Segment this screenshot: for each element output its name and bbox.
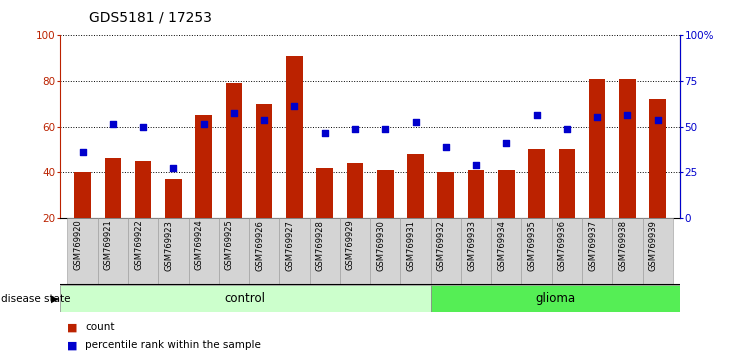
Bar [188,218,219,285]
Text: ■: ■ [67,322,77,332]
Bar [437,172,454,218]
Text: GSM769923: GSM769923 [164,220,173,270]
Point [77,149,88,154]
Point [167,165,179,170]
Text: count: count [85,322,115,332]
Bar [249,218,280,285]
Bar [226,83,242,218]
Text: GSM769925: GSM769925 [225,220,234,270]
Bar [498,170,515,218]
Point [470,162,482,168]
Point [380,126,391,132]
Text: GSM769939: GSM769939 [649,220,658,270]
Text: GSM769936: GSM769936 [558,220,567,271]
Text: GSM769932: GSM769932 [437,220,446,270]
Text: glioma: glioma [535,292,575,305]
Point [349,126,361,132]
Text: GSM769921: GSM769921 [104,220,113,270]
Bar [552,218,582,285]
Text: GSM769929: GSM769929 [346,220,355,270]
Text: GDS5181 / 17253: GDS5181 / 17253 [89,11,212,25]
Text: GSM769927: GSM769927 [285,220,294,270]
Bar [104,159,121,218]
Text: disease state: disease state [1,293,70,304]
Bar [280,218,310,285]
Point [531,112,542,118]
Bar [347,163,364,218]
Bar [650,99,666,218]
Text: GSM769937: GSM769937 [588,220,597,271]
Bar [589,79,605,218]
Text: GSM769922: GSM769922 [134,220,143,270]
Text: GSM769935: GSM769935 [528,220,537,270]
Bar [158,218,188,285]
Bar [316,167,333,218]
Text: GSM769934: GSM769934 [497,220,507,270]
Bar [468,170,485,218]
Bar [340,218,370,285]
Point [591,115,603,120]
Point [228,110,239,116]
Bar [400,218,431,285]
Bar [286,56,303,218]
Text: ■: ■ [67,340,77,350]
Bar [619,79,636,218]
Text: GSM769926: GSM769926 [255,220,264,270]
Bar [128,218,158,285]
Bar [407,154,424,218]
Bar [521,218,552,285]
Point [501,140,512,145]
Bar [370,218,400,285]
Bar [310,218,340,285]
Text: control: control [225,292,266,305]
Bar [135,161,151,218]
Text: GSM769933: GSM769933 [467,220,476,271]
Bar [74,172,91,218]
Bar [529,149,545,218]
Bar [642,218,673,285]
Bar [558,149,575,218]
Bar [255,104,272,218]
Text: GSM769920: GSM769920 [74,220,82,270]
Point [288,103,300,109]
Bar [431,218,461,285]
Point [621,112,633,118]
Bar [431,285,680,312]
Bar [98,218,128,285]
Point [137,124,149,129]
Bar [612,218,642,285]
Point [561,126,573,132]
Text: GSM769931: GSM769931 [407,220,415,270]
Text: GSM769938: GSM769938 [618,220,627,271]
Bar [196,115,212,218]
Text: ▶: ▶ [51,293,58,304]
Point [410,119,421,125]
Bar [491,218,521,285]
Text: GSM769930: GSM769930 [376,220,385,270]
Bar [219,218,249,285]
Bar [582,218,612,285]
Bar [377,170,393,218]
Point [440,144,452,150]
Point [652,117,664,122]
Bar [461,218,491,285]
Text: GSM769924: GSM769924 [195,220,204,270]
Text: GSM769928: GSM769928 [315,220,325,270]
Point [319,131,331,136]
Point [107,121,119,127]
Bar [60,285,431,312]
Text: percentile rank within the sample: percentile rank within the sample [85,340,261,350]
Point [258,117,270,122]
Point [198,121,210,127]
Bar [67,218,98,285]
Bar [165,179,182,218]
